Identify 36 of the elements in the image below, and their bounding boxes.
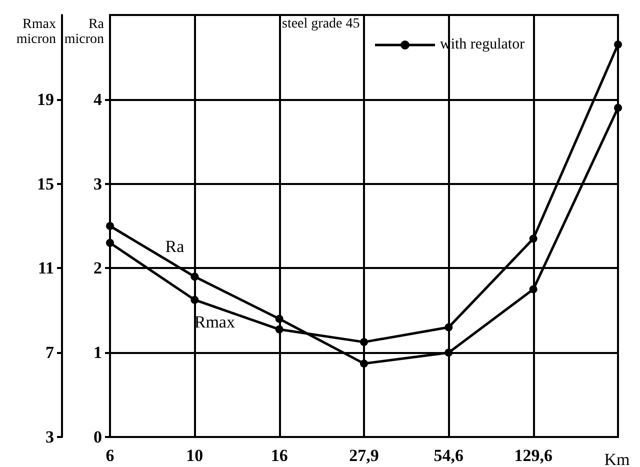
point bbox=[360, 360, 368, 368]
y-tick-label: 19 bbox=[37, 90, 54, 109]
point bbox=[360, 338, 368, 346]
point bbox=[275, 314, 284, 323]
y2-tick-label: 4 bbox=[94, 90, 102, 109]
x-tick-label: 10 bbox=[186, 446, 204, 465]
y-tick-label: 11 bbox=[38, 258, 54, 278]
series-label: Ra bbox=[165, 237, 185, 256]
y2-tick-label: 0 bbox=[94, 428, 102, 446]
legend-title: steel grade 45 bbox=[282, 16, 360, 32]
y-tick-label: 15 bbox=[37, 174, 54, 194]
y2-tick-label: 3 bbox=[94, 174, 102, 194]
y2-tick-label: 2 bbox=[94, 258, 102, 278]
y-axis-title: Rmax micron bbox=[16, 17, 56, 47]
x-tick-label: 27,9 bbox=[349, 446, 379, 465]
y-tick-label: 7 bbox=[46, 343, 54, 362]
x-axis-title: Km bbox=[604, 450, 630, 467]
point bbox=[190, 272, 199, 281]
y2-axis-title: Ra micron bbox=[64, 17, 105, 47]
point bbox=[444, 348, 453, 357]
point bbox=[529, 234, 538, 243]
point bbox=[614, 104, 622, 112]
point bbox=[444, 323, 453, 332]
point bbox=[275, 325, 284, 334]
x-tick-label: 129,6 bbox=[514, 446, 552, 465]
x-tick-label: 54,6 bbox=[434, 446, 464, 465]
series-label: Rmax bbox=[194, 312, 236, 332]
point bbox=[190, 296, 199, 304]
point bbox=[529, 285, 538, 294]
point bbox=[106, 238, 114, 247]
y2-tick-label: 1 bbox=[94, 343, 102, 362]
x-tick-label: 16 bbox=[270, 446, 288, 465]
point bbox=[106, 222, 114, 230]
point bbox=[614, 40, 622, 49]
y-tick-label: 3 bbox=[46, 428, 54, 446]
x-tick-label: 6 bbox=[106, 446, 114, 465]
